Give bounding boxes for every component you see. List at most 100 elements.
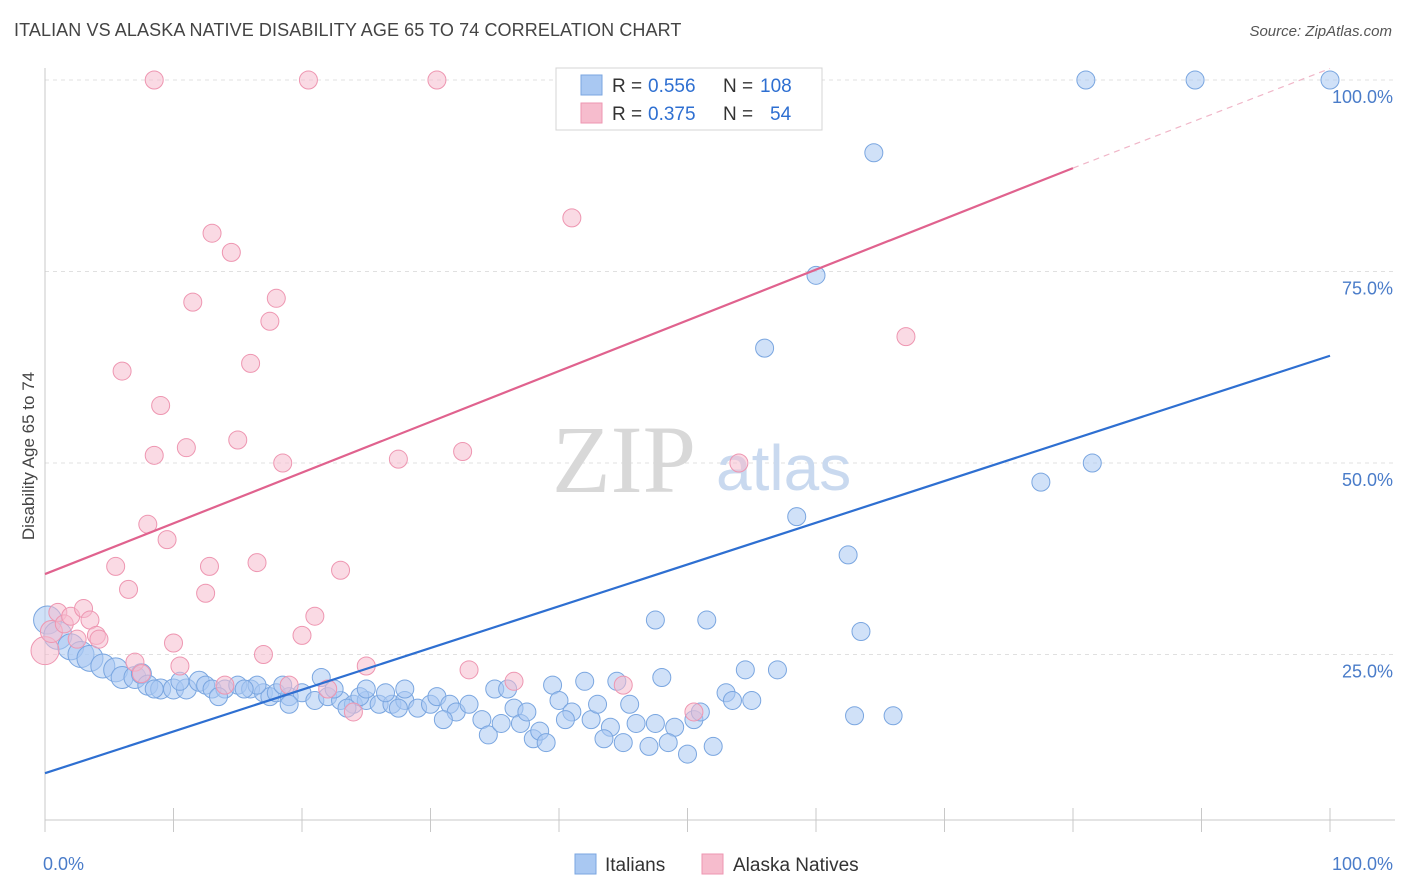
italians-point [433, 710, 453, 730]
italians-point [742, 690, 762, 710]
italians-point [491, 713, 511, 733]
chart-title: ITALIAN VS ALASKA NATIVE DISABILITY AGE … [14, 20, 682, 40]
stats-legend: R = 0.556 N = 108 R = 0.375 N = 54 [555, 67, 823, 131]
alaska-point [119, 579, 139, 599]
alaska-point [112, 361, 132, 381]
alaska-point [183, 292, 203, 312]
alaska-point [215, 675, 235, 695]
italians-point [459, 694, 479, 714]
italians-point [555, 710, 575, 730]
x-tick-label: 100.0% [1332, 854, 1393, 874]
italians-point [1185, 70, 1205, 90]
alaska-point [202, 223, 222, 243]
alaska-point [228, 430, 248, 450]
alaska-point [247, 553, 267, 573]
alaska-trend-extension [1072, 67, 1331, 169]
alaska-point [504, 671, 524, 691]
italians-point [645, 610, 665, 630]
alaska-point [562, 208, 582, 228]
alaska-point [388, 449, 408, 469]
alaska-point [151, 396, 171, 416]
italians-point [356, 679, 376, 699]
italians-r-label: R = [612, 76, 642, 97]
series-legend: Italians Alaska Natives [574, 853, 859, 876]
alaska-point [729, 453, 749, 473]
italians-point [1320, 70, 1340, 90]
alaska-point [260, 311, 280, 331]
italians-point [735, 660, 755, 680]
legend-alaska-icon [701, 853, 724, 875]
italians-point [388, 698, 408, 718]
alaska-point [221, 242, 241, 262]
italians-r-value: 0.556 [648, 76, 696, 97]
italians-point [613, 733, 633, 753]
italians-trend-line [44, 354, 1331, 775]
italians-point [517, 702, 537, 722]
alaska-point [241, 353, 261, 373]
italians-point [376, 683, 396, 703]
italians-n-value: 108 [760, 76, 792, 97]
chart-source: Source: ZipAtlas.com [1249, 23, 1392, 40]
italians-point [697, 610, 717, 630]
italians-point [767, 660, 787, 680]
ticks-layer: 25.0% 50.0% 75.0% 100.0% 0.0% 100.0% [43, 87, 1393, 874]
alaska-point [684, 702, 704, 722]
italians-point [549, 690, 569, 710]
alaska-point [453, 442, 473, 462]
italians-point [703, 736, 723, 756]
italians-point [845, 706, 865, 726]
italians-point [864, 143, 884, 163]
alaska-point [298, 70, 318, 90]
alaska-r-value: 0.375 [648, 104, 696, 125]
alaska-point [343, 702, 363, 722]
trend-layer [44, 67, 1331, 775]
legend-alaska-label: Alaska Natives [733, 855, 859, 876]
alaska-point [164, 633, 183, 653]
alaska-point [613, 675, 633, 695]
italians-point [678, 744, 697, 764]
alaska-point [67, 629, 87, 649]
alaska-point [318, 679, 338, 699]
y-axis-title: Disability Age 65 to 74 [19, 372, 38, 540]
alaska-point [896, 327, 916, 347]
alaska-point [144, 445, 164, 465]
x-tick-label: 0.0% [43, 854, 84, 874]
italians-point [639, 736, 659, 756]
axes-layer [44, 68, 1395, 832]
y-tick-label: 100.0% [1332, 87, 1393, 107]
italians-point [279, 694, 299, 714]
italians-point [536, 733, 556, 753]
alaska-swatch-icon [580, 102, 603, 124]
legend-italians-label: Italians [605, 855, 665, 876]
italians-point [851, 622, 871, 642]
alaska-point [427, 70, 447, 90]
italians-point [234, 679, 254, 699]
alaska-point [131, 664, 151, 684]
italians-point [1031, 472, 1051, 492]
italians-point [883, 706, 903, 726]
alaska-point [459, 660, 479, 680]
italians-point [575, 671, 595, 691]
italians-point [395, 679, 415, 699]
italians-point [1082, 453, 1102, 473]
italians-point [144, 679, 164, 699]
alaska-point [331, 560, 351, 580]
points-layer [30, 70, 1340, 764]
alaska-point [273, 453, 293, 473]
alaska-point [106, 556, 126, 576]
italians-point [787, 507, 807, 527]
y-tick-label: 25.0% [1342, 662, 1393, 682]
italians-point [838, 545, 858, 565]
alaska-trend-line [44, 167, 1074, 576]
italians-point [652, 667, 672, 687]
italians-point [722, 690, 742, 710]
alaska-point [170, 656, 190, 676]
y-tick-label: 50.0% [1342, 470, 1393, 490]
alaska-point [176, 438, 196, 458]
alaska-point [305, 606, 325, 626]
alaska-point [157, 530, 177, 550]
alaska-n-value: 54 [770, 104, 792, 125]
italians-point [478, 725, 498, 745]
watermark-zip: ZIP [552, 406, 696, 513]
